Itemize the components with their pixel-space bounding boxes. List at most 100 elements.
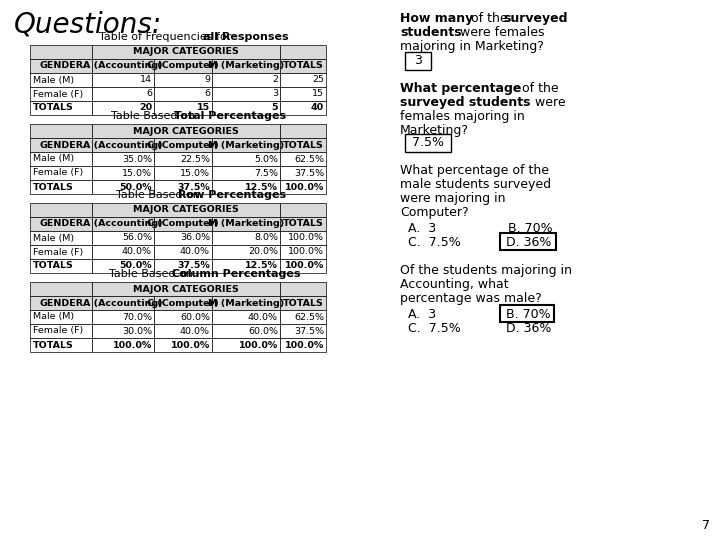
- Text: 36.0%: 36.0%: [180, 233, 210, 242]
- Bar: [154, 180, 212, 194]
- Text: A (Accounting): A (Accounting): [84, 299, 163, 307]
- Text: Male (M): Male (M): [33, 313, 74, 321]
- Bar: [92, 138, 154, 152]
- Bar: [212, 245, 280, 259]
- Bar: [280, 203, 326, 217]
- Bar: [154, 296, 212, 310]
- Text: M (Marketing): M (Marketing): [208, 219, 284, 228]
- Text: Accounting, what: Accounting, what: [400, 278, 508, 291]
- Bar: [154, 101, 212, 115]
- Text: 15.0%: 15.0%: [180, 168, 210, 178]
- Bar: [92, 338, 154, 352]
- Text: 56.0%: 56.0%: [122, 233, 152, 242]
- Text: 70.0%: 70.0%: [122, 313, 152, 321]
- Bar: [154, 152, 212, 166]
- Text: B. 70%: B. 70%: [506, 308, 551, 321]
- Text: surveyed: surveyed: [503, 12, 567, 25]
- Text: Row Percentages: Row Percentages: [178, 190, 286, 200]
- Bar: [92, 245, 154, 259]
- Bar: [212, 101, 280, 115]
- Text: M (Marketing): M (Marketing): [208, 140, 284, 150]
- Text: 5: 5: [271, 104, 278, 112]
- Text: 60.0%: 60.0%: [248, 327, 278, 335]
- Bar: [212, 310, 280, 324]
- Text: 20: 20: [139, 104, 152, 112]
- Text: 62.5%: 62.5%: [294, 154, 324, 164]
- Text: 100.0%: 100.0%: [288, 247, 324, 256]
- Bar: [92, 124, 280, 138]
- Bar: [92, 45, 280, 59]
- Text: B. 70%: B. 70%: [508, 222, 553, 235]
- Bar: [30, 45, 92, 59]
- Bar: [280, 45, 326, 59]
- Text: TOTALS: TOTALS: [283, 62, 323, 71]
- Text: TOTALS: TOTALS: [33, 261, 73, 271]
- Text: of the: of the: [518, 82, 559, 95]
- Text: A (Accounting): A (Accounting): [84, 62, 163, 71]
- Bar: [280, 101, 326, 115]
- Text: 50.0%: 50.0%: [120, 261, 152, 271]
- Bar: [154, 87, 212, 101]
- Text: Questions:: Questions:: [14, 10, 162, 38]
- Text: 2: 2: [272, 76, 278, 84]
- Text: A.  3: A. 3: [408, 222, 436, 235]
- Text: Table Based on: Table Based on: [109, 269, 197, 279]
- Text: 7.5%: 7.5%: [254, 168, 278, 178]
- Bar: [92, 259, 154, 273]
- Text: 15: 15: [312, 90, 324, 98]
- Text: Column Percentages: Column Percentages: [172, 269, 300, 279]
- Text: Female (F): Female (F): [33, 168, 84, 178]
- Bar: [154, 73, 212, 87]
- Text: students: students: [400, 26, 462, 39]
- Bar: [30, 310, 92, 324]
- Text: of the: of the: [467, 12, 512, 25]
- Text: 25: 25: [312, 76, 324, 84]
- Text: 37.5%: 37.5%: [294, 327, 324, 335]
- Bar: [30, 282, 92, 296]
- Bar: [92, 59, 154, 73]
- Text: 22.5%: 22.5%: [180, 154, 210, 164]
- Text: TOTALS: TOTALS: [33, 183, 73, 192]
- Text: were majoring in: were majoring in: [400, 192, 505, 205]
- Text: 40.0%: 40.0%: [180, 247, 210, 256]
- Text: 8.0%: 8.0%: [254, 233, 278, 242]
- Text: A (Accounting): A (Accounting): [84, 140, 163, 150]
- Bar: [92, 203, 280, 217]
- Text: 14: 14: [140, 76, 152, 84]
- Bar: [280, 338, 326, 352]
- Bar: [280, 73, 326, 87]
- Text: M (Marketing): M (Marketing): [208, 62, 284, 71]
- Text: 40.0%: 40.0%: [180, 327, 210, 335]
- Bar: [280, 324, 326, 338]
- Text: A.  3: A. 3: [408, 308, 436, 321]
- Text: 37.5%: 37.5%: [177, 261, 210, 271]
- Bar: [30, 101, 92, 115]
- Bar: [92, 152, 154, 166]
- Text: MAJOR CATEGORIES: MAJOR CATEGORIES: [133, 206, 239, 214]
- Bar: [154, 138, 212, 152]
- Text: 30.0%: 30.0%: [122, 327, 152, 335]
- Text: MAJOR CATEGORIES: MAJOR CATEGORIES: [133, 126, 239, 136]
- Bar: [280, 180, 326, 194]
- Text: 3: 3: [414, 55, 422, 68]
- Text: What percentage of the: What percentage of the: [400, 164, 549, 177]
- Bar: [212, 180, 280, 194]
- Text: 12.5%: 12.5%: [245, 261, 278, 271]
- Text: D. 36%: D. 36%: [506, 322, 552, 335]
- Text: Marketing?: Marketing?: [400, 124, 469, 137]
- Bar: [92, 101, 154, 115]
- Text: 100.0%: 100.0%: [113, 341, 152, 349]
- Bar: [212, 217, 280, 231]
- Text: percentage was male?: percentage was male?: [400, 292, 541, 305]
- Text: GENDER: GENDER: [39, 62, 83, 71]
- Bar: [212, 152, 280, 166]
- Bar: [280, 245, 326, 259]
- Text: surveyed students: surveyed students: [400, 96, 531, 109]
- Bar: [92, 87, 154, 101]
- Bar: [30, 73, 92, 87]
- Bar: [154, 324, 212, 338]
- Bar: [92, 310, 154, 324]
- Bar: [280, 152, 326, 166]
- Text: GENDER: GENDER: [39, 140, 83, 150]
- Bar: [280, 124, 326, 138]
